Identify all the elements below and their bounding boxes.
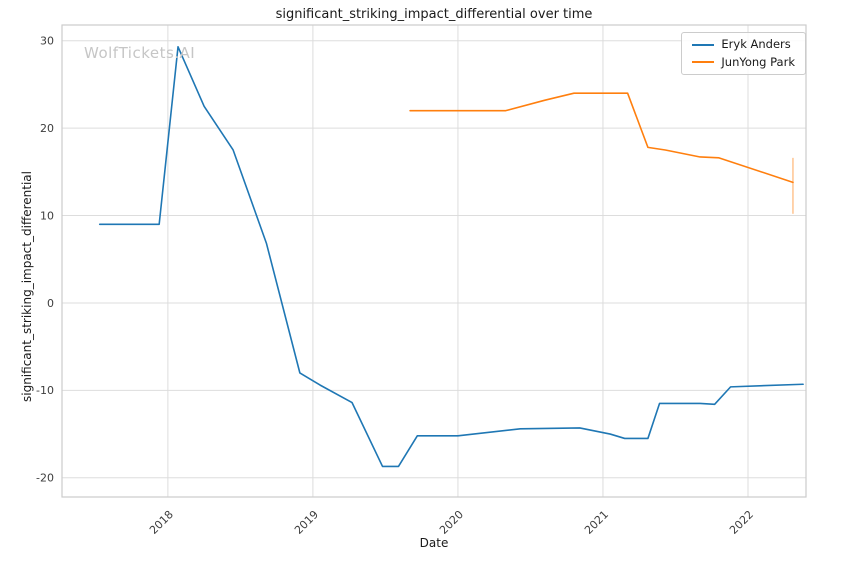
x-tick-label: 2022 (727, 508, 756, 537)
plot-border (61, 24, 807, 498)
legend-line-sample (692, 43, 715, 46)
y-tick-label: 20 (40, 122, 54, 135)
legend-label: JunYong Park (721, 54, 795, 69)
x-tick-label: 2021 (582, 508, 611, 537)
y-axis-label: significant_striking_impact_differential (20, 171, 34, 402)
x-tick-label: 2020 (437, 508, 466, 537)
y-tick-label: -20 (36, 472, 54, 485)
legend-line-sample (692, 61, 715, 64)
chart-title: significant_striking_impact_differential… (275, 7, 593, 22)
x-tick-label: 2019 (292, 508, 321, 537)
legend-label: Eryk Anders (721, 37, 791, 51)
y-tick-label: 0 (47, 297, 54, 310)
x-axis-label: Date (419, 536, 449, 550)
y-tick-label: 10 (40, 209, 54, 222)
series-line-eryk-anders (98, 46, 804, 468)
legend: Eryk Anders JunYong Park (681, 32, 806, 75)
series-line-junyong-park (409, 92, 794, 184)
y-tick-label: -10 (36, 384, 54, 397)
legend-item-junyong-park: JunYong Park (692, 54, 795, 69)
watermark: WolfTickets.AI (84, 44, 196, 62)
y-tick-label: 30 (40, 35, 54, 48)
x-tick-label: 2018 (147, 508, 176, 537)
legend-item-eryk-anders: Eryk Anders (692, 37, 795, 51)
